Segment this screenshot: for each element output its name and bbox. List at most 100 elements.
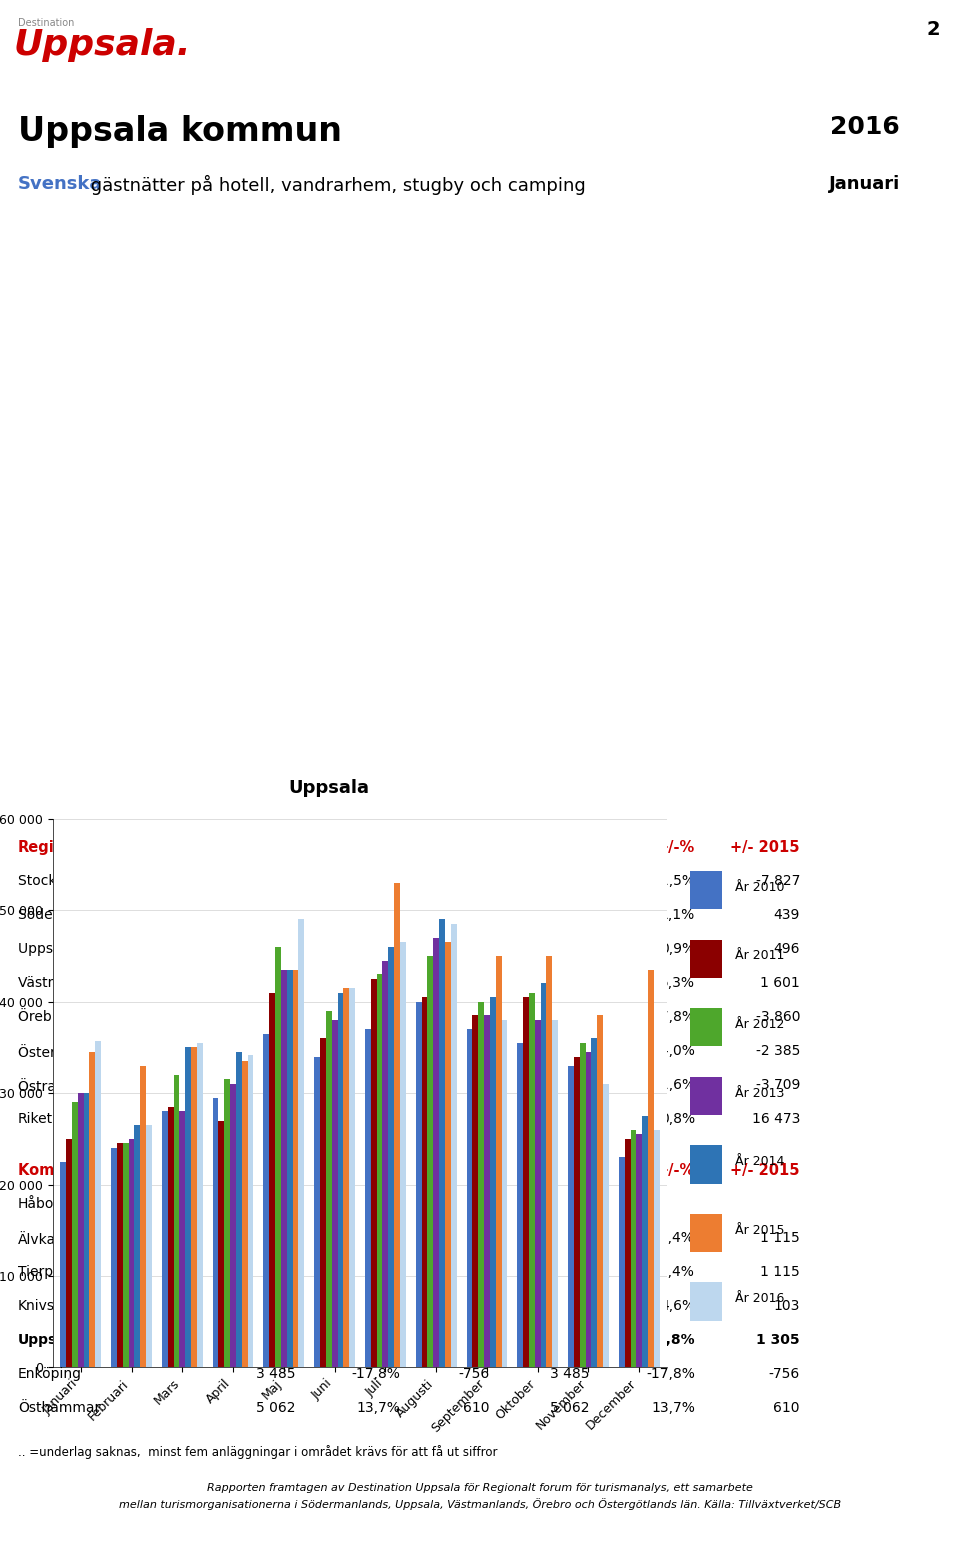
Bar <box>332 1020 338 1367</box>
Text: Rapporten framtagen av Destination Uppsala för Regionalt forum för turismanalys,: Rapporten framtagen av Destination Uppsa… <box>119 1483 841 1509</box>
Text: .. =underlag saknas,  minst fem anläggningar i området krävs för att få ut siffr: .. =underlag saknas, minst fem anläggnin… <box>18 1445 497 1458</box>
Text: 2: 2 <box>926 20 940 39</box>
Text: Håbo: Håbo <box>18 1197 55 1211</box>
Text: 53 770: 53 770 <box>247 942 295 956</box>
Text: -7,8%: -7,8% <box>655 1010 695 1024</box>
Bar <box>230 1085 236 1367</box>
Bar <box>495 956 501 1367</box>
Text: 0,9%: 0,9% <box>660 942 695 956</box>
Text: 0,9%: 0,9% <box>365 942 400 956</box>
Bar <box>546 956 552 1367</box>
Bar <box>625 1139 631 1367</box>
Text: 1 601: 1 601 <box>760 976 800 990</box>
Bar <box>388 947 395 1367</box>
Text: 229 200: 229 200 <box>533 1078 590 1092</box>
Bar <box>619 1157 625 1367</box>
Text: År 2012: År 2012 <box>735 1018 784 1031</box>
Text: Januari: Januari <box>828 175 900 193</box>
Bar <box>365 1029 371 1367</box>
Bar <box>269 992 276 1367</box>
Bar <box>444 942 451 1367</box>
Bar <box>146 1125 152 1367</box>
Text: Tierp: Tierp <box>18 1265 53 1279</box>
Bar <box>281 970 287 1367</box>
Text: 35 570: 35 570 <box>537 1333 590 1347</box>
Bar <box>376 975 382 1367</box>
Text: År 2015: År 2015 <box>735 1224 784 1236</box>
Text: 1,1%: 1,1% <box>365 908 400 922</box>
Text: -1,5%: -1,5% <box>655 874 695 888</box>
Text: Örebro län: Örebro län <box>18 1010 91 1024</box>
Text: Jan-Jan: Jan-Jan <box>532 1163 590 1177</box>
Text: 3,8%: 3,8% <box>361 1333 400 1347</box>
Bar <box>523 997 529 1367</box>
Text: Uppsala: Uppsala <box>18 1333 81 1347</box>
Text: 58,4%: 58,4% <box>651 1231 695 1245</box>
Bar <box>197 1043 203 1367</box>
Text: ..: .. <box>581 1197 590 1211</box>
Text: Västmanlands län: Västmanlands län <box>18 976 141 990</box>
Bar <box>631 1129 636 1367</box>
Bar <box>344 987 349 1367</box>
Text: 35 570: 35 570 <box>242 1333 295 1347</box>
Text: 45 432: 45 432 <box>247 1010 295 1024</box>
Text: 58,4%: 58,4% <box>356 1265 400 1279</box>
Bar <box>451 924 457 1367</box>
Text: -1,5%: -1,5% <box>360 874 400 888</box>
Text: År 2011: År 2011 <box>735 950 784 963</box>
Bar <box>338 992 344 1367</box>
Text: 610: 610 <box>464 1401 490 1415</box>
Bar <box>690 939 722 978</box>
Bar <box>371 980 376 1367</box>
Bar <box>690 1145 722 1183</box>
Text: Jan-Jan: Jan-Jan <box>532 840 590 854</box>
Bar <box>439 919 444 1367</box>
Text: 1 115: 1 115 <box>760 1265 800 1279</box>
Text: 40 288: 40 288 <box>247 908 295 922</box>
Text: -3 709: -3 709 <box>756 1078 800 1092</box>
Bar <box>382 961 388 1367</box>
Text: 439: 439 <box>464 908 490 922</box>
Text: Enköping: Enköping <box>18 1367 82 1381</box>
Text: 103: 103 <box>464 1299 490 1313</box>
Text: Södermanlands län: Södermanlands län <box>18 908 152 922</box>
Text: -1,6%: -1,6% <box>360 1078 400 1092</box>
Text: 1 115: 1 115 <box>450 1231 490 1245</box>
Bar <box>123 1143 129 1367</box>
Text: 16 473: 16 473 <box>442 1112 490 1126</box>
Text: 2 353: 2 353 <box>255 1299 295 1313</box>
Bar <box>535 1020 540 1367</box>
Text: -4,0%: -4,0% <box>655 1044 695 1058</box>
Text: gästnätter på hotell, vandrarhem, stugby och camping: gästnätter på hotell, vandrarhem, stugby… <box>85 175 586 195</box>
Bar <box>580 1043 586 1367</box>
Text: 2 166 430: 2 166 430 <box>519 1112 590 1126</box>
Text: +/- 2015: +/- 2015 <box>420 1163 490 1177</box>
Text: Älvkarleby: Älvkarleby <box>18 1231 91 1247</box>
Text: 13,7%: 13,7% <box>356 1401 400 1415</box>
Bar <box>427 956 433 1367</box>
Text: -17,8%: -17,8% <box>646 1367 695 1381</box>
Text: -7 827: -7 827 <box>756 874 800 888</box>
Text: 57 947: 57 947 <box>247 1044 295 1058</box>
Text: 31 763: 31 763 <box>247 976 295 990</box>
Text: -4,0%: -4,0% <box>360 1044 400 1058</box>
Text: År 2014: År 2014 <box>735 1156 784 1168</box>
Bar <box>540 984 546 1367</box>
Bar <box>325 1010 332 1367</box>
Text: 3 025: 3 025 <box>255 1265 295 1279</box>
Bar <box>529 992 535 1367</box>
Bar <box>421 997 427 1367</box>
Bar <box>84 1094 89 1367</box>
Bar <box>597 1015 603 1367</box>
Text: Uppsala: Uppsala <box>289 779 370 797</box>
Bar <box>467 1029 472 1367</box>
Bar <box>140 1066 146 1367</box>
Text: -756: -756 <box>459 1367 490 1381</box>
Text: -3 860: -3 860 <box>445 1010 490 1024</box>
Text: 524 712: 524 712 <box>238 874 295 888</box>
Text: 58,4%: 58,4% <box>651 1265 695 1279</box>
Text: 4,6%: 4,6% <box>660 1299 695 1313</box>
Bar <box>89 1052 95 1367</box>
Bar <box>484 1015 490 1367</box>
Text: 57 947: 57 947 <box>541 1044 590 1058</box>
